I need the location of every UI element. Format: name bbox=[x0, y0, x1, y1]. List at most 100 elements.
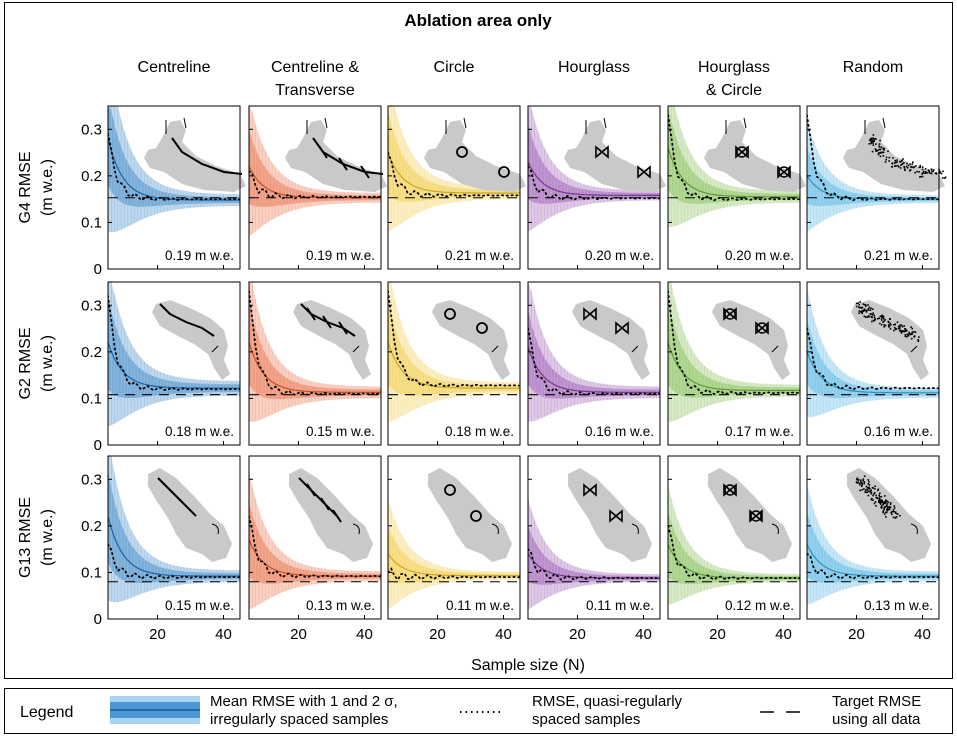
transverse-line bbox=[320, 497, 330, 511]
panel-annotation: 0.18 m w.e. bbox=[445, 424, 514, 439]
glacier-outline bbox=[165, 117, 187, 134]
sample-path bbox=[157, 477, 197, 517]
sample-point bbox=[901, 330, 904, 332]
x-tick-label: 40 bbox=[635, 626, 652, 643]
sample-point bbox=[896, 513, 899, 515]
sample-point bbox=[911, 327, 914, 330]
sample-point bbox=[868, 487, 871, 490]
panel-r1-c0: 0.18 m w.e. 0 0.1 0.2 0.3 bbox=[81, 281, 241, 454]
sample-point bbox=[887, 501, 890, 504]
glacier-outline bbox=[491, 345, 499, 353]
sample-point bbox=[880, 319, 883, 321]
sample-point bbox=[904, 335, 907, 338]
sample-point bbox=[903, 330, 905, 333]
sample-point bbox=[900, 324, 903, 326]
sample-point bbox=[874, 491, 876, 494]
panel-frame bbox=[248, 105, 382, 270]
panel-r2-c5: 0.13 m w.e. 20 40 bbox=[806, 455, 940, 643]
sample-point bbox=[913, 335, 915, 338]
sample-point bbox=[883, 507, 885, 509]
glacier-shape bbox=[144, 120, 246, 192]
sample-point bbox=[891, 163, 894, 165]
panel-frame bbox=[667, 105, 801, 270]
sample-point bbox=[893, 326, 896, 329]
sample-point bbox=[885, 504, 888, 507]
glacier-shape bbox=[148, 468, 232, 562]
dotted-line bbox=[668, 525, 800, 581]
sample-point bbox=[876, 497, 879, 499]
sample-point bbox=[911, 331, 914, 333]
column-title-1: Centreline & bbox=[271, 59, 359, 76]
sample-point bbox=[918, 171, 920, 173]
legend-box bbox=[4, 688, 953, 734]
glacier-outline bbox=[211, 523, 219, 535]
sample-point bbox=[892, 510, 894, 513]
dotted-line bbox=[807, 114, 939, 202]
sample-point bbox=[932, 169, 935, 171]
sample-point bbox=[874, 485, 876, 488]
legend-mean-text-1: Mean RMSE with 1 and 2 σ, bbox=[210, 693, 398, 710]
sample-point bbox=[875, 494, 877, 497]
sample-point bbox=[870, 137, 873, 140]
sample-point bbox=[870, 492, 873, 495]
sample-point bbox=[888, 326, 891, 328]
sample-point bbox=[913, 166, 916, 168]
sample-point bbox=[866, 316, 869, 318]
inset-map bbox=[148, 468, 232, 562]
sample-point bbox=[857, 479, 860, 481]
glacier-shape bbox=[432, 300, 510, 380]
sample-point bbox=[928, 171, 930, 174]
sample-point bbox=[942, 170, 944, 173]
sample-point bbox=[907, 164, 910, 167]
sample-circle bbox=[750, 510, 762, 522]
glacier-shape bbox=[851, 300, 929, 380]
sample-point bbox=[873, 316, 876, 319]
sample-point bbox=[867, 308, 870, 310]
sample-point bbox=[885, 156, 888, 159]
sample-point bbox=[903, 325, 905, 327]
sample-point bbox=[871, 150, 874, 153]
sample-point bbox=[878, 143, 881, 145]
glacier-outline bbox=[352, 345, 360, 353]
panel-frame bbox=[667, 455, 801, 620]
sample-point bbox=[882, 502, 884, 505]
sample-point bbox=[906, 162, 908, 165]
sample-point bbox=[903, 167, 906, 169]
sample-circle bbox=[724, 308, 736, 320]
sample-point bbox=[917, 340, 920, 343]
x-tick-label: 20 bbox=[290, 626, 307, 643]
dotted-line bbox=[668, 290, 800, 396]
glacier-outline bbox=[631, 345, 639, 353]
sample-point bbox=[907, 334, 910, 337]
panel-annotation: 0.20 m w.e. bbox=[725, 248, 794, 263]
sample-point bbox=[898, 166, 900, 168]
sample-point bbox=[871, 497, 873, 500]
sample-point bbox=[874, 148, 877, 150]
sample-point bbox=[875, 505, 877, 507]
y-tick-label: 0.1 bbox=[81, 390, 102, 407]
sample-point bbox=[908, 333, 910, 335]
sample-point bbox=[888, 160, 890, 162]
sample-point bbox=[869, 489, 872, 492]
sample-circle bbox=[724, 484, 736, 496]
sample-point bbox=[913, 331, 915, 333]
inset-map bbox=[564, 117, 666, 192]
sample-point bbox=[878, 496, 881, 498]
transverse-line bbox=[338, 321, 348, 335]
sample-point bbox=[880, 323, 883, 326]
sample-point bbox=[863, 308, 866, 310]
panel-r1-c4: 0.17 m w.e. bbox=[667, 281, 801, 446]
x-tick-label: 40 bbox=[356, 626, 373, 643]
sample-point bbox=[872, 312, 874, 314]
sample-point bbox=[875, 138, 877, 140]
sample-point bbox=[867, 494, 870, 497]
sample-point bbox=[861, 310, 863, 312]
sample-point bbox=[861, 307, 864, 309]
sample-circle bbox=[456, 146, 468, 158]
y-tick-label: 0 bbox=[94, 261, 102, 278]
glacier-shape bbox=[424, 120, 526, 192]
panel-annotation: 0.17 m w.e. bbox=[725, 424, 794, 439]
y-tick-label: 0.3 bbox=[81, 121, 102, 138]
sample-point bbox=[888, 156, 891, 159]
sample-point bbox=[865, 311, 868, 313]
